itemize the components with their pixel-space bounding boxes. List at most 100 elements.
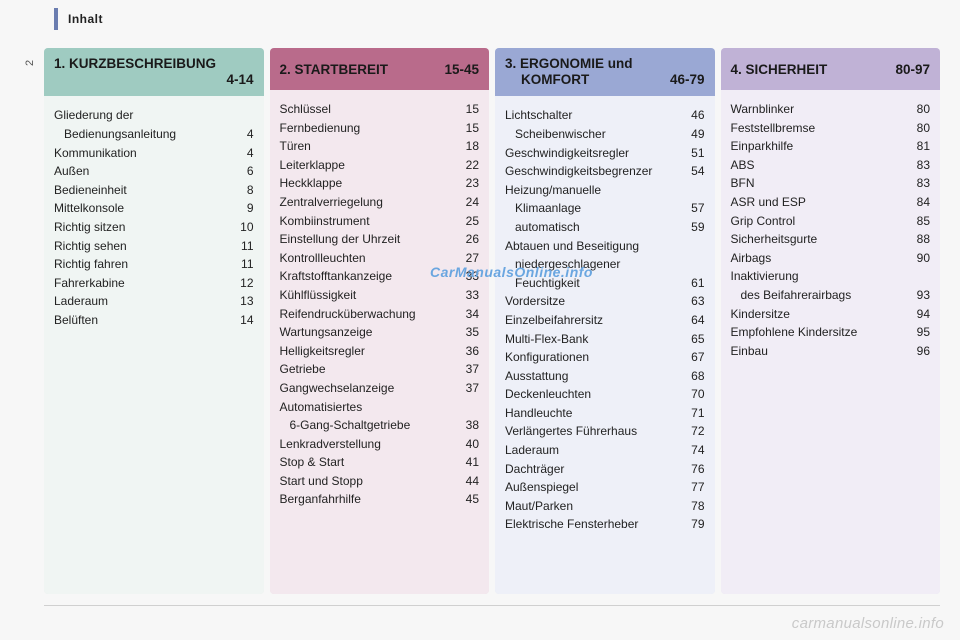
toc-page: 49: [679, 125, 705, 144]
toc-page: 57: [679, 199, 705, 218]
toc-page: 70: [679, 385, 705, 404]
toc-label: Kombiinstrument: [280, 212, 374, 231]
toc-label: Dachträger: [505, 460, 568, 479]
toc-page: [679, 237, 705, 256]
section-header: Inhalt: [54, 8, 103, 30]
toc-row: Multi-Flex-Bank65: [505, 330, 705, 349]
toc-label: ABS: [731, 156, 759, 175]
toc-row: Einzelbeifahrersitz64: [505, 311, 705, 330]
toc-label: Kindersitze: [731, 305, 794, 324]
toc-row: Berganfahrhilfe45: [280, 490, 480, 509]
footer-watermark: carmanualsonline.info: [792, 615, 944, 632]
toc-page: 44: [453, 472, 479, 491]
toc-row: Kraftstofftankanzeige33: [280, 267, 480, 286]
toc-row: Konfigurationen67: [505, 348, 705, 367]
toc-label: automatisch: [505, 218, 584, 237]
toc-page: 15: [453, 119, 479, 138]
toc-label: Laderaum: [54, 292, 112, 311]
toc-page: 76: [679, 460, 705, 479]
toc-label: Ausstattung: [505, 367, 572, 386]
toc-label: ASR und ESP: [731, 193, 810, 212]
page-number: 2: [24, 60, 36, 66]
toc-label: BFN: [731, 174, 759, 193]
toc-label: niedergeschlagener: [505, 255, 624, 274]
toc-page: 37: [453, 379, 479, 398]
toc-row: Ausstattung68: [505, 367, 705, 386]
toc-label: Einbau: [731, 342, 772, 361]
toc-row: Klimaanlage57: [505, 199, 705, 218]
toc-page: 64: [679, 311, 705, 330]
toc-row: Start und Stopp 44: [280, 472, 480, 491]
toc-page: 80: [904, 100, 930, 119]
toc-row: niedergeschlagener: [505, 255, 705, 274]
toc-row: Bedieneinheit8: [54, 181, 254, 200]
toc-page: 77: [679, 478, 705, 497]
toc-label: Fahrerkabine: [54, 274, 129, 293]
toc-label: Laderaum: [505, 441, 563, 460]
toc-row: Getriebe37: [280, 360, 480, 379]
toc-label: Abtauen und Beseitigung: [505, 237, 643, 256]
toc-row: des Beifahrerairbags93: [731, 286, 931, 305]
toc-page: 23: [453, 174, 479, 193]
toc-row: Türen18: [280, 137, 480, 156]
toc-page: 80: [904, 119, 930, 138]
toc-label: Verlängertes Führerhaus: [505, 422, 641, 441]
toc-row: ABS83: [731, 156, 931, 175]
toc-label: Helligkeitsregler: [280, 342, 369, 361]
toc-row: Zentralverriegelung24: [280, 193, 480, 212]
header-accent: [54, 8, 58, 30]
toc-label: Schlüssel: [280, 100, 335, 119]
toc-row: Heckklappe 23: [280, 174, 480, 193]
toc-page: 61: [679, 274, 705, 293]
toc-label: Maut/Parken: [505, 497, 577, 516]
toc-label: Einstellung der Uhrzeit: [280, 230, 405, 249]
toc-page: 94: [904, 305, 930, 324]
toc-label: Fernbedienung: [280, 119, 365, 138]
toc-column-1-header: 1. KURZBESCHREIBUNG 4-14: [44, 48, 264, 96]
toc-page: 14: [228, 311, 254, 330]
toc-row: automatisch59: [505, 218, 705, 237]
toc-label: Handleuchte: [505, 404, 576, 423]
toc-label: Deckenleuchten: [505, 385, 595, 404]
toc-column-2-header: 2. STARTBEREIT 15-45: [270, 48, 490, 90]
toc-row: Dachträger 76: [505, 460, 705, 479]
toc-row: Einparkhilfe81: [731, 137, 931, 156]
toc-row: Richtig fahren11: [54, 255, 254, 274]
toc-page: 36: [453, 342, 479, 361]
toc-page: 90: [904, 249, 930, 268]
toc-label: Konfigurationen: [505, 348, 593, 367]
col4-range: 80-97: [895, 62, 930, 77]
toc-page: 96: [904, 342, 930, 361]
toc-label: Empfohlene Kindersitze: [731, 323, 862, 342]
toc-page: 45: [453, 490, 479, 509]
toc-page: 71: [679, 404, 705, 423]
toc-page: 51: [679, 144, 705, 163]
toc-row: Fahrerkabine12: [54, 274, 254, 293]
toc-row: Heizung/manuelle: [505, 181, 705, 200]
toc-label: Getriebe: [280, 360, 330, 379]
col4-title: 4. SICHERHEIT: [731, 62, 828, 77]
bottom-rule: [44, 605, 940, 606]
toc-page: 63: [679, 292, 705, 311]
toc-row: Helligkeitsregler 36: [280, 342, 480, 361]
col3-title-line1: 3. ERGONOMIE und: [505, 56, 633, 72]
toc-page: [453, 398, 479, 417]
toc-page: 74: [679, 441, 705, 460]
col3-title-line2: KOMFORT: [505, 72, 589, 88]
toc-label: Airbags: [731, 249, 776, 268]
toc-label: Feuchtigkeit: [505, 274, 584, 293]
toc-page: 38: [453, 416, 479, 435]
col1-range: 4-14: [226, 72, 253, 88]
toc-column-3: 3. ERGONOMIE und KOMFORT46-79 Lichtschal…: [495, 48, 715, 594]
toc-row: Feuchtigkeit 61: [505, 274, 705, 293]
toc-page: 79: [679, 515, 705, 534]
toc-label: Belüften: [54, 311, 102, 330]
toc-row: Handleuchte 71: [505, 404, 705, 423]
toc-label: Heckklappe: [280, 174, 347, 193]
toc-page: 72: [679, 422, 705, 441]
toc-label: Start und Stopp: [280, 472, 367, 491]
toc-row: 6-Gang-Schaltgetriebe38: [280, 416, 480, 435]
toc-row: Warnblinker80: [731, 100, 931, 119]
toc-page: 41: [453, 453, 479, 472]
toc-page: 22: [453, 156, 479, 175]
